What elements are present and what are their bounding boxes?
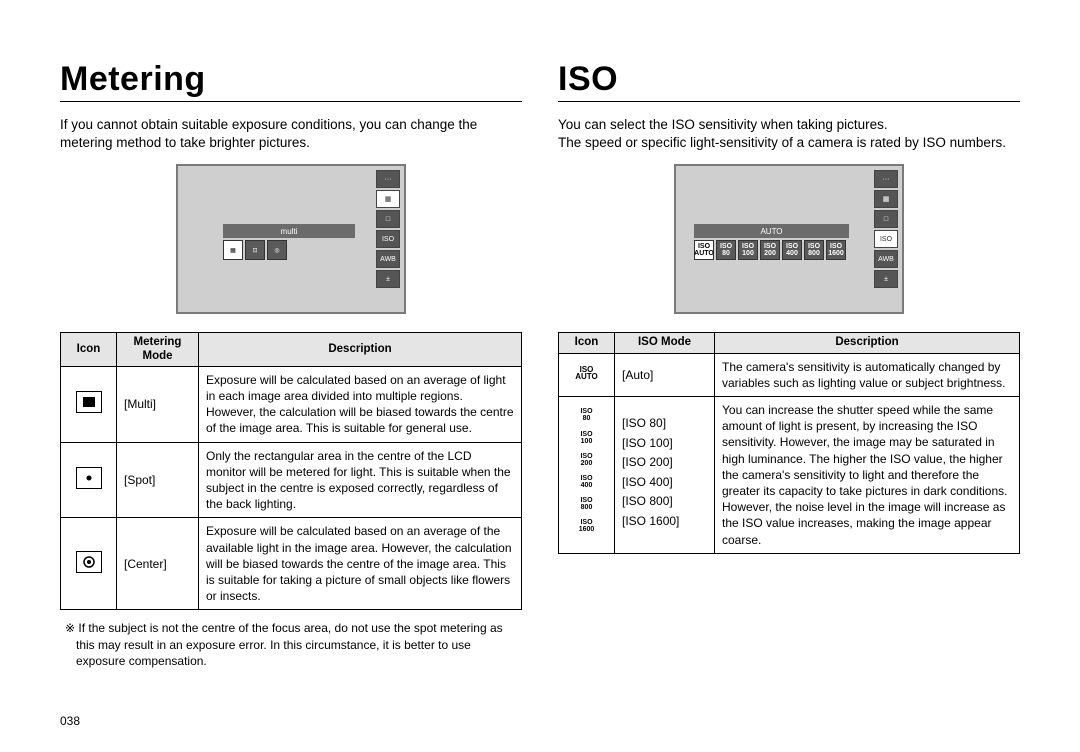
- lcd-side-icon: ±: [376, 270, 400, 288]
- metering-note: ※ If the subject is not the centre of th…: [60, 620, 522, 669]
- iso-intro: You can select the ISO sensitivity when …: [558, 116, 1020, 152]
- lcd-mode-label: AUTO: [694, 224, 849, 238]
- manual-page: Metering If you cannot obtain suitable e…: [0, 0, 1080, 752]
- iso-1600-icon: ISO1600: [579, 519, 595, 533]
- iso-icon-stack: ISO80 ISO100 ISO200 ISO400 ISO800 ISO160…: [566, 408, 607, 535]
- lcd-side-icon: AWB: [874, 250, 898, 268]
- iso-lcd-preview: ··· ▦ □ ISO AWB ± AUTO ISOAUTO ISO80 ISO…: [558, 164, 1020, 314]
- lcd-side-icon: ISO: [376, 230, 400, 248]
- iso-mode-label: [ISO 400]: [622, 475, 707, 491]
- lcd-option: ISO200: [760, 240, 780, 260]
- lcd-option: ⊡: [245, 240, 265, 260]
- icon-cell: ISOAUTO: [559, 353, 615, 396]
- lcd-side-icons: ··· ▦ □ ISO AWB ±: [874, 170, 898, 288]
- lcd-option: ISO100: [738, 240, 758, 260]
- multi-metering-icon: [76, 391, 102, 413]
- description-cell: The camera's sensitivity is automaticall…: [715, 353, 1020, 396]
- center-metering-icon: [76, 551, 102, 573]
- lcd-side-icon-active: ▦: [376, 190, 400, 208]
- iso-auto-icon: ISOAUTO: [575, 366, 598, 380]
- description-cell: Only the rectangular area in the centre …: [199, 442, 522, 518]
- lcd-mode-label: multi: [223, 224, 355, 238]
- icon-cell: [61, 518, 117, 610]
- lcd-side-icon: ▦: [874, 190, 898, 208]
- metering-intro: If you cannot obtain suitable exposure c…: [60, 116, 522, 152]
- page-number: 038: [60, 714, 80, 728]
- table-row: [Spot] Only the rectangular area in the …: [61, 442, 522, 518]
- iso-800-icon: ISO800: [580, 497, 592, 511]
- iso-mode-label: [ISO 80]: [622, 416, 707, 432]
- col-header-description: Description: [715, 333, 1020, 353]
- right-column: ISO You can select the ISO sensitivity w…: [558, 60, 1020, 722]
- table-row: [Multi] Exposure will be calculated base…: [61, 366, 522, 442]
- col-header-iso-mode: ISO Mode: [615, 333, 715, 353]
- iso-mode-stack: [ISO 80] [ISO 100] [ISO 200] [ISO 400] […: [622, 416, 707, 530]
- lcd-side-icon: ···: [874, 170, 898, 188]
- mode-cell: [ISO 80] [ISO 100] [ISO 200] [ISO 400] […: [615, 397, 715, 554]
- metering-table: Icon MeteringMode Description [Multi] Ex…: [60, 332, 522, 610]
- lcd-screen-iso: ··· ▦ □ ISO AWB ± AUTO ISOAUTO ISO80 ISO…: [674, 164, 904, 314]
- left-column: Metering If you cannot obtain suitable e…: [60, 60, 522, 722]
- table-row: [Center] Exposure will be calculated bas…: [61, 518, 522, 610]
- lcd-option: ▦: [223, 240, 243, 260]
- mode-cell: [Center]: [117, 518, 199, 610]
- description-cell: Exposure will be calculated based on an …: [199, 366, 522, 442]
- iso-mode-label: [ISO 800]: [622, 494, 707, 510]
- iso-200-icon: ISO200: [580, 453, 592, 467]
- lcd-option: ISO800: [804, 240, 824, 260]
- metering-lcd-preview: ··· ▦ □ ISO AWB ± multi ▦ ⊡ ◎: [60, 164, 522, 314]
- lcd-side-icons: ··· ▦ □ ISO AWB ±: [376, 170, 400, 288]
- description-cell: You can increase the shutter speed while…: [715, 397, 1020, 554]
- lcd-option: ◎: [267, 240, 287, 260]
- lcd-side-icon: ±: [874, 270, 898, 288]
- iso-mode-label: [ISO 100]: [622, 436, 707, 452]
- lcd-option-row: ISOAUTO ISO80 ISO100 ISO200 ISO400 ISO80…: [694, 240, 846, 260]
- mode-cell: [Spot]: [117, 442, 199, 518]
- icon-cell: ISO80 ISO100 ISO200 ISO400 ISO800 ISO160…: [559, 397, 615, 554]
- lcd-side-icon-active: ISO: [874, 230, 898, 248]
- col-header-mode: MeteringMode: [117, 333, 199, 366]
- lcd-option-row: ▦ ⊡ ◎: [223, 240, 287, 260]
- section-title-iso: ISO: [558, 60, 1020, 102]
- icon-cell: [61, 366, 117, 442]
- mode-cell: [Multi]: [117, 366, 199, 442]
- col-header-icon: Icon: [61, 333, 117, 366]
- spot-metering-icon: [76, 467, 102, 489]
- icon-cell: [61, 442, 117, 518]
- iso-table: Icon ISO Mode Description ISOAUTO [Auto]…: [558, 332, 1020, 553]
- lcd-screen-metering: ··· ▦ □ ISO AWB ± multi ▦ ⊡ ◎: [176, 164, 406, 314]
- iso-mode-label: [ISO 200]: [622, 455, 707, 471]
- iso-400-icon: ISO400: [580, 475, 592, 489]
- lcd-side-icon: ···: [376, 170, 400, 188]
- iso-80-icon: ISO80: [580, 408, 592, 422]
- section-title-metering: Metering: [60, 60, 522, 102]
- lcd-side-icon: AWB: [376, 250, 400, 268]
- lcd-option: ISO80: [716, 240, 736, 260]
- mode-cell: [Auto]: [615, 353, 715, 396]
- col-header-description: Description: [199, 333, 522, 366]
- table-row: ISOAUTO [Auto] The camera's sensitivity …: [559, 353, 1020, 396]
- col-header-icon: Icon: [559, 333, 615, 353]
- lcd-option: ISO1600: [826, 240, 846, 260]
- iso-100-icon: ISO100: [580, 431, 592, 445]
- table-row: ISO80 ISO100 ISO200 ISO400 ISO800 ISO160…: [559, 397, 1020, 554]
- description-cell: Exposure will be calculated based on an …: [199, 518, 522, 610]
- lcd-side-icon: □: [874, 210, 898, 228]
- lcd-option: ISO400: [782, 240, 802, 260]
- iso-mode-label: [ISO 1600]: [622, 514, 707, 530]
- lcd-option: ISOAUTO: [694, 240, 714, 260]
- lcd-side-icon: □: [376, 210, 400, 228]
